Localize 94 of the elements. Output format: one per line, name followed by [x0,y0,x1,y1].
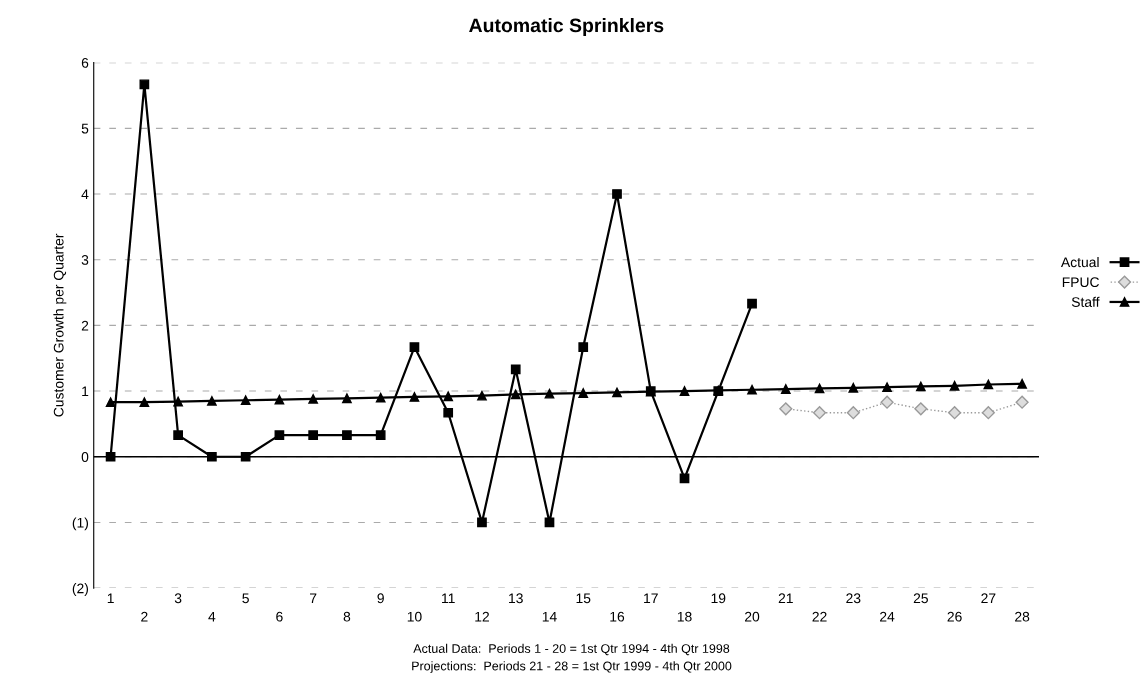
y-tick-label: 6 [81,57,89,68]
x-tick-label: 26 [947,611,962,622]
x-tick-label: 4 [208,611,216,622]
point [914,402,928,416]
y-tick-label: 3 [81,255,89,265]
x-tick-label: 3 [174,593,182,604]
point [443,391,454,402]
point [846,406,860,420]
point [207,451,217,462]
y-axis-title: Customer Growth per Quarter [53,233,67,417]
point [880,395,894,409]
point [544,388,555,399]
x-tick-label: 1 [107,593,114,604]
x-tick-label: 20 [745,611,760,622]
x-tick-label: 27 [981,593,996,604]
point [1017,378,1027,389]
point [1015,395,1029,409]
x-tick-label: 9 [377,593,384,604]
text: Projections: Periods 21 - 28 = 1st Qtr 1999 - 4th Qtr 2000 [412,661,732,673]
legend-label: Actual [1060,256,1099,268]
y-tick-label: (1) [72,517,88,531]
point [409,392,420,402]
point [747,298,757,309]
point [848,382,859,393]
point [375,392,386,403]
point [207,396,217,406]
y-tick-label: 1 [82,386,89,397]
point [409,342,420,352]
x-tick-label: 19 [711,593,726,604]
x-tick-label: 21 [778,593,793,604]
point [779,402,793,416]
x-tick-label: 22 [812,611,827,622]
point [679,386,690,396]
point [139,397,150,408]
point [780,384,791,394]
point [240,451,251,462]
point [477,517,487,528]
point [949,380,960,391]
x-tick-label: 16 [610,611,625,622]
point [375,430,386,440]
point [578,388,589,398]
point [274,394,285,405]
point [274,430,285,440]
point [882,382,892,392]
point [713,386,724,396]
point [240,395,251,406]
x-tick-label: 23 [846,593,861,604]
x-tick-label: 6 [276,611,283,622]
x-tick-label: 17 [644,593,658,604]
x-tick-label: 24 [880,611,895,622]
x-tick-label: 11 [442,593,455,604]
point [105,451,116,462]
x-tick-label: 13 [509,593,523,604]
point [812,406,827,420]
x-tick-label: 8 [343,611,351,622]
point [342,393,352,404]
x-tick-label: 14 [542,611,557,622]
point [948,406,962,420]
legend-label: FPUC [1062,277,1100,288]
x-tick-label: 12 [475,611,489,622]
x-tick-label: 25 [913,593,928,604]
y-tick-label: 0 [81,452,89,462]
x-tick-label: 2 [141,611,148,622]
x-tick-label: 10 [407,611,422,622]
point [578,342,589,352]
x-tick-label: 18 [677,611,692,622]
x-tick-label: 7 [310,593,317,604]
y-tick-label: 4 [81,189,89,200]
x-tick-label: 15 [576,593,591,604]
point [173,430,183,440]
point [308,394,319,404]
point [612,387,622,398]
text: Actual Data: Periods 1 - 20 = 1st Qtr 1994 - 4th Qtr 1998 [413,643,730,656]
point [477,390,487,401]
x-tick-label: 5 [242,593,249,604]
point [510,389,521,400]
point [612,189,622,199]
point [342,430,352,440]
point [308,430,319,440]
point [983,379,994,390]
y-tick-label: 2 [81,320,89,331]
legend-label: Staff [1071,296,1100,307]
chart-title: Automatic Sprinklers [469,17,664,37]
point [747,384,757,395]
y-tick-label: 5 [81,123,89,134]
x-tick-label: 28 [1015,611,1030,622]
point [510,364,521,375]
point [443,407,454,418]
point [814,383,825,394]
point [105,397,116,408]
point [915,381,926,392]
point [981,406,995,420]
point [139,79,150,90]
y-tick-label: (2) [72,583,88,597]
